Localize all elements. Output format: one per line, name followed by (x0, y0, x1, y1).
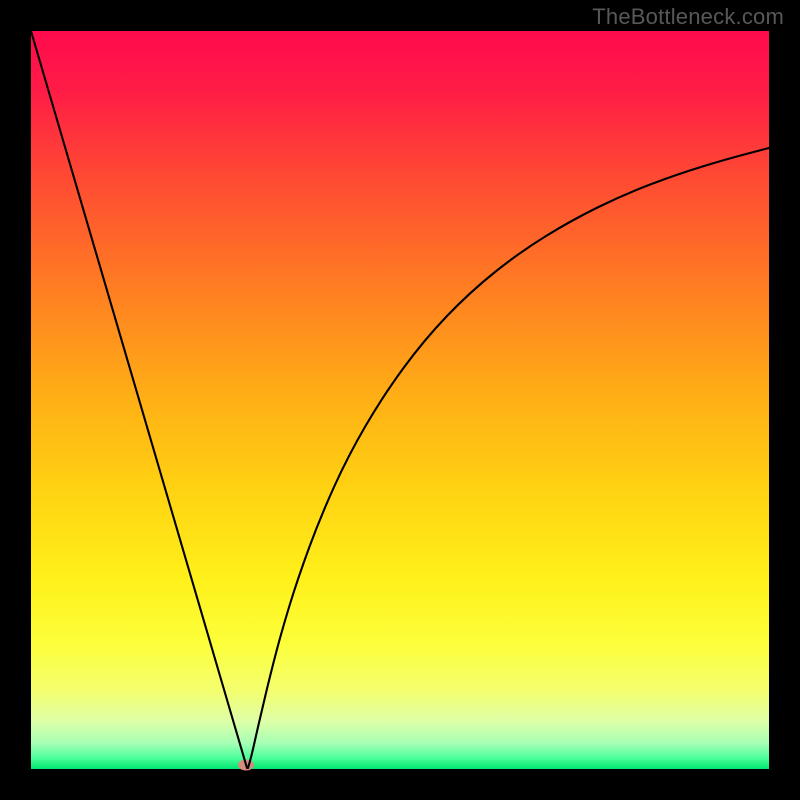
chart-container: TheBottleneck.com (0, 0, 800, 800)
watermark-label: TheBottleneck.com (592, 4, 784, 30)
bottleneck-curve-plot (0, 0, 800, 800)
